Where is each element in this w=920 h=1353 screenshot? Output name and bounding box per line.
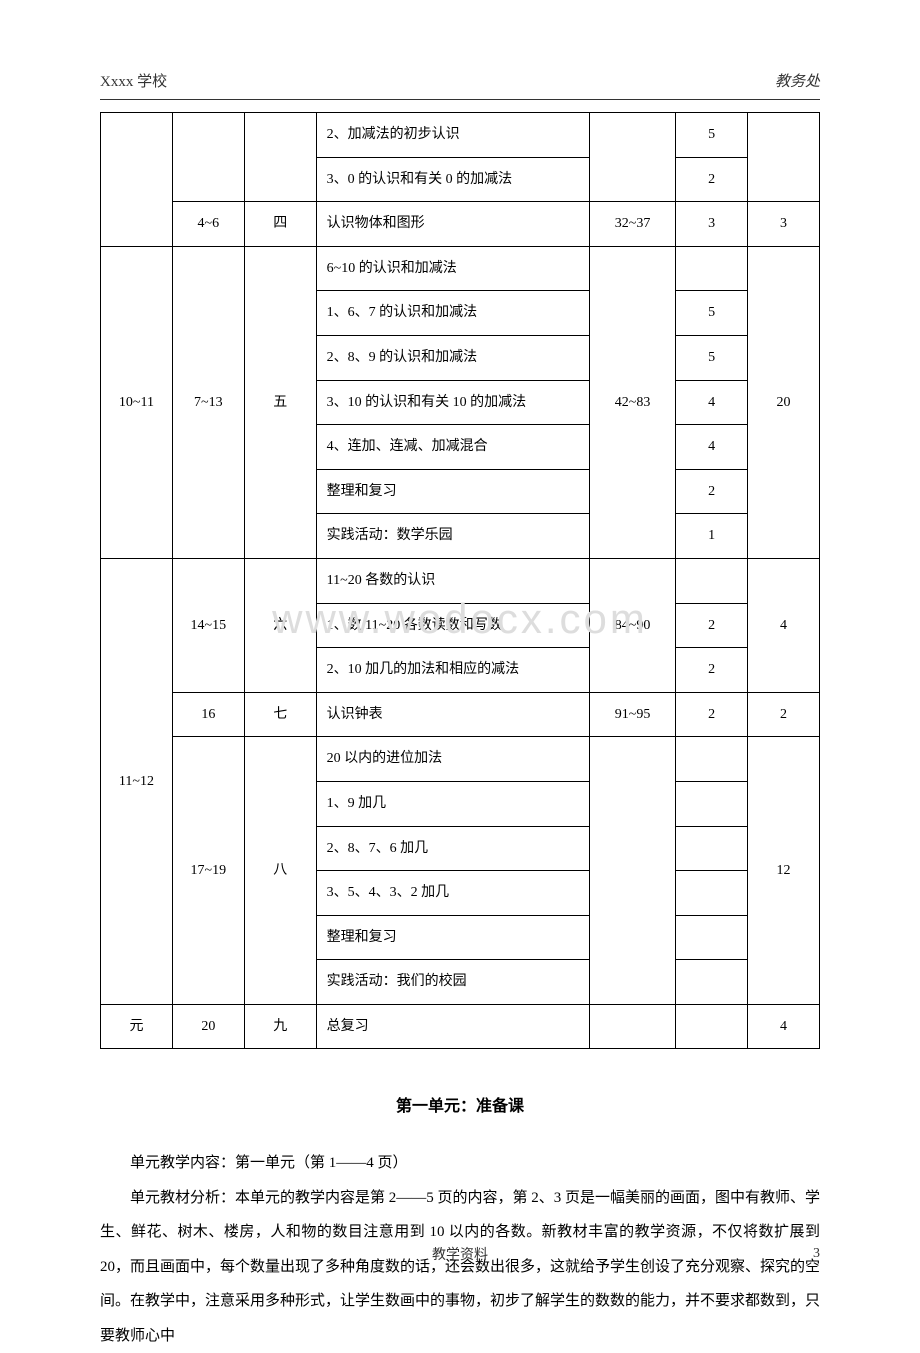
cell-content: 3、5、4、3、2 加几	[316, 871, 589, 916]
cell-content: 1、9 加几	[316, 781, 589, 826]
cell-month: 元	[101, 1004, 173, 1049]
cell-page: 32~37	[589, 202, 675, 247]
cell-hours	[676, 737, 748, 782]
table-row: 10~11 7~13 五 6~10 的认识和加减法 42~83 20	[101, 246, 820, 291]
cell-hours	[676, 558, 748, 603]
cell-hours: 2	[676, 648, 748, 693]
table-row: 4~6 四 认识物体和图形 32~37 3 3	[101, 202, 820, 247]
cell-hours	[676, 871, 748, 916]
table-row: 16 七 认识钟表 91~95 2 2	[101, 692, 820, 737]
cell-content: 实践活动：我们的校园	[316, 960, 589, 1005]
cell-page	[589, 737, 675, 1005]
cell-content: 认识物体和图形	[316, 202, 589, 247]
schedule-table: 2、加减法的初步认识 5 3、0 的认识和有关 0 的加减法 2 4~6 四 认…	[100, 112, 820, 1049]
cell-hours	[676, 246, 748, 291]
cell-total: 20	[748, 246, 820, 558]
cell-unit: 六	[244, 558, 316, 692]
cell-content: 1、数 11~20 各数读数和写数	[316, 603, 589, 648]
cell-total: 4	[748, 1004, 820, 1049]
page-header: Xxxx 学校 教务处	[100, 70, 820, 100]
cell-total	[748, 113, 820, 202]
footer-center: 教学资料	[432, 1244, 488, 1264]
cell-total: 3	[748, 202, 820, 247]
cell-content: 2、加减法的初步认识	[316, 113, 589, 158]
cell-content: 2、10 加几的加法和相应的减法	[316, 648, 589, 693]
cell-content: 1、6、7 的认识和加减法	[316, 291, 589, 336]
page-number: 3	[813, 1246, 820, 1262]
cell-total: 12	[748, 737, 820, 1005]
cell-hours	[676, 826, 748, 871]
cell-week: 20	[172, 1004, 244, 1049]
cell-hours: 1	[676, 514, 748, 559]
cell-week: 14~15	[172, 558, 244, 692]
cell-content: 总复习	[316, 1004, 589, 1049]
cell-hours	[676, 1004, 748, 1049]
cell-hours	[676, 781, 748, 826]
cell-unit: 八	[244, 737, 316, 1005]
header-right: 教务处	[775, 70, 820, 91]
cell-week	[172, 113, 244, 202]
paragraph: 单元教学内容：第一单元（第 1——4 页）	[100, 1146, 820, 1181]
cell-hours: 4	[676, 425, 748, 470]
cell-page	[589, 113, 675, 202]
cell-hours	[676, 960, 748, 1005]
cell-content: 11~20 各数的认识	[316, 558, 589, 603]
cell-content: 3、0 的认识和有关 0 的加减法	[316, 157, 589, 202]
cell-week: 17~19	[172, 737, 244, 1005]
cell-content: 3、10 的认识和有关 10 的加减法	[316, 380, 589, 425]
cell-page	[589, 1004, 675, 1049]
cell-week: 7~13	[172, 246, 244, 558]
cell-content: 4、连加、连减、加减混合	[316, 425, 589, 470]
cell-content: 实践活动：数学乐园	[316, 514, 589, 559]
paragraph: 单元教材分析：本单元的教学内容是第 2——5 页的内容，第 2、3 页是一幅美丽…	[100, 1181, 820, 1353]
cell-total: 4	[748, 558, 820, 692]
header-left: Xxxx 学校	[100, 70, 167, 91]
cell-content: 20 以内的进位加法	[316, 737, 589, 782]
cell-content: 整理和复习	[316, 469, 589, 514]
cell-hours	[676, 915, 748, 960]
cell-content: 6~10 的认识和加减法	[316, 246, 589, 291]
cell-hours: 4	[676, 380, 748, 425]
page-footer: 教学资料 3	[100, 1246, 820, 1262]
cell-hours: 5	[676, 291, 748, 336]
cell-hours: 2	[676, 469, 748, 514]
table-row: 2、加减法的初步认识 5	[101, 113, 820, 158]
content-section: 第一单元：准备课 单元教学内容：第一单元（第 1——4 页） 单元教材分析：本单…	[100, 1089, 820, 1353]
cell-month: 10~11	[101, 246, 173, 558]
cell-hours: 3	[676, 202, 748, 247]
section-title: 第一单元：准备课	[100, 1089, 820, 1126]
cell-unit	[244, 113, 316, 202]
cell-unit: 九	[244, 1004, 316, 1049]
cell-content: 2、8、9 的认识和加减法	[316, 335, 589, 380]
table-row: 17~19 八 20 以内的进位加法 12	[101, 737, 820, 782]
cell-page: 42~83	[589, 246, 675, 558]
cell-hours: 2	[676, 157, 748, 202]
cell-total: 2	[748, 692, 820, 737]
cell-page: 84~90	[589, 558, 675, 692]
table-row: 11~12 14~15 六 11~20 各数的认识 84~90 4	[101, 558, 820, 603]
cell-hours: 2	[676, 692, 748, 737]
cell-week: 4~6	[172, 202, 244, 247]
cell-page: 91~95	[589, 692, 675, 737]
cell-hours: 2	[676, 603, 748, 648]
cell-content: 2、8、7、6 加几	[316, 826, 589, 871]
cell-unit: 五	[244, 246, 316, 558]
cell-content: 整理和复习	[316, 915, 589, 960]
table-row: 元 20 九 总复习 4	[101, 1004, 820, 1049]
cell-unit: 四	[244, 202, 316, 247]
cell-month	[101, 113, 173, 247]
cell-week: 16	[172, 692, 244, 737]
cell-unit: 七	[244, 692, 316, 737]
cell-hours: 5	[676, 113, 748, 158]
cell-content: 认识钟表	[316, 692, 589, 737]
cell-month: 11~12	[101, 558, 173, 1004]
cell-hours: 5	[676, 335, 748, 380]
